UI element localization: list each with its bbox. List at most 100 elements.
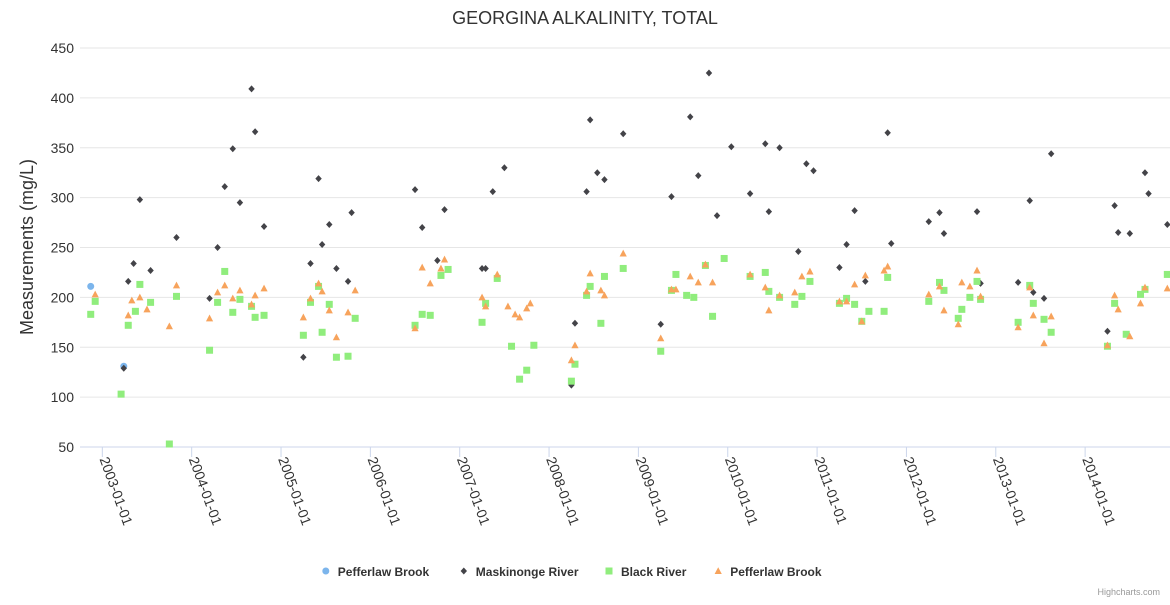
data-point[interactable] [493,270,501,278]
data-point[interactable] [221,183,228,191]
data-point[interactable] [418,310,426,318]
data-point[interactable] [1122,330,1130,338]
data-point[interactable] [865,307,873,315]
data-point[interactable] [567,377,575,385]
data-point[interactable] [594,169,601,177]
data-point[interactable] [511,310,519,318]
legend-item-3[interactable]: Pefferlaw Brook [714,565,822,579]
data-point[interactable] [318,241,326,249]
data-point[interactable] [586,269,594,277]
data-point[interactable] [583,188,590,196]
data-point[interactable] [861,271,869,279]
data-point[interactable] [798,292,806,300]
data-point[interactable] [236,295,244,303]
data-point[interactable] [229,308,237,316]
data-point[interactable] [601,176,608,184]
data-point[interactable] [657,334,665,342]
data-point[interactable] [810,167,817,175]
data-point[interactable] [229,145,236,153]
data-point[interactable] [307,298,315,306]
data-point[interactable] [806,267,814,275]
data-point[interactable] [314,279,323,287]
data-point[interactable] [672,270,680,278]
data-point[interactable] [1163,270,1170,278]
data-point[interactable] [136,196,144,204]
data-point[interactable] [1136,299,1145,307]
data-point[interactable] [136,293,144,301]
data-point[interactable] [206,346,214,354]
data-point[interactable] [173,234,180,242]
data-point[interactable] [221,281,229,289]
data-point[interactable] [441,206,448,214]
data-point[interactable] [695,172,702,180]
data-point[interactable] [761,283,769,291]
data-point[interactable] [925,297,933,305]
data-point[interactable] [619,249,627,257]
data-point[interactable] [437,264,445,272]
legend-item-0[interactable]: Pefferlaw Brook [322,565,429,579]
data-point[interactable] [120,364,127,372]
data-point[interactable] [976,292,985,300]
data-point[interactable] [315,175,322,183]
data-point[interactable] [205,314,214,322]
legend-symbol[interactable] [605,567,613,575]
data-point[interactable] [708,278,717,286]
data-point[interactable] [728,143,735,151]
data-point[interactable] [1047,150,1055,158]
data-point[interactable] [851,207,858,215]
data-point[interactable] [973,208,981,216]
data-point[interactable] [1163,284,1170,292]
data-point[interactable] [1040,339,1048,347]
data-point[interactable] [440,255,449,263]
data-point[interactable] [523,366,531,374]
data-point[interactable] [489,188,496,196]
legend-symbol[interactable] [460,567,467,575]
data-point[interactable] [884,262,892,270]
data-point[interactable] [657,347,665,355]
data-point[interactable] [1103,341,1112,349]
data-point[interactable] [117,390,125,398]
data-point[interactable] [1126,332,1134,340]
data-point[interactable] [582,287,591,295]
data-point[interactable] [966,293,974,301]
data-point[interactable] [351,286,359,294]
data-point[interactable] [418,263,426,271]
data-point[interactable] [344,308,352,316]
data-point[interactable] [136,280,144,288]
data-point[interactable] [586,282,594,290]
data-point[interactable] [958,278,966,286]
data-point[interactable] [1141,283,1149,291]
data-point[interactable] [690,293,698,301]
data-point[interactable] [672,285,680,293]
data-point[interactable] [620,130,627,138]
data-point[interactable] [478,293,486,301]
data-point[interactable] [803,160,810,168]
data-point[interactable] [1014,323,1022,331]
data-point[interactable] [221,267,229,275]
data-point[interactable] [657,320,664,328]
data-point[interactable] [478,264,486,272]
data-point[interactable] [746,270,754,278]
data-point[interactable] [600,272,608,280]
data-point[interactable] [332,333,341,341]
data-point[interactable] [1164,221,1170,229]
data-point[interactable] [300,353,307,361]
data-point[interactable] [1014,278,1022,286]
data-point[interactable] [836,263,843,271]
data-point[interactable] [478,318,486,326]
data-point[interactable] [501,164,508,172]
data-point[interactable] [791,288,799,296]
data-point[interactable] [884,129,891,137]
data-point[interactable] [1104,327,1111,335]
data-point[interactable] [1040,294,1048,302]
data-point[interactable] [206,294,213,302]
legend-symbol[interactable] [714,567,722,574]
data-point[interactable] [583,291,591,299]
data-point[interactable] [686,272,694,280]
data-point[interactable] [776,144,783,152]
data-point[interactable] [1047,328,1055,336]
data-point[interactable] [165,322,173,330]
data-point[interactable] [530,341,538,349]
data-point[interactable] [858,317,866,325]
data-point[interactable] [344,277,352,285]
